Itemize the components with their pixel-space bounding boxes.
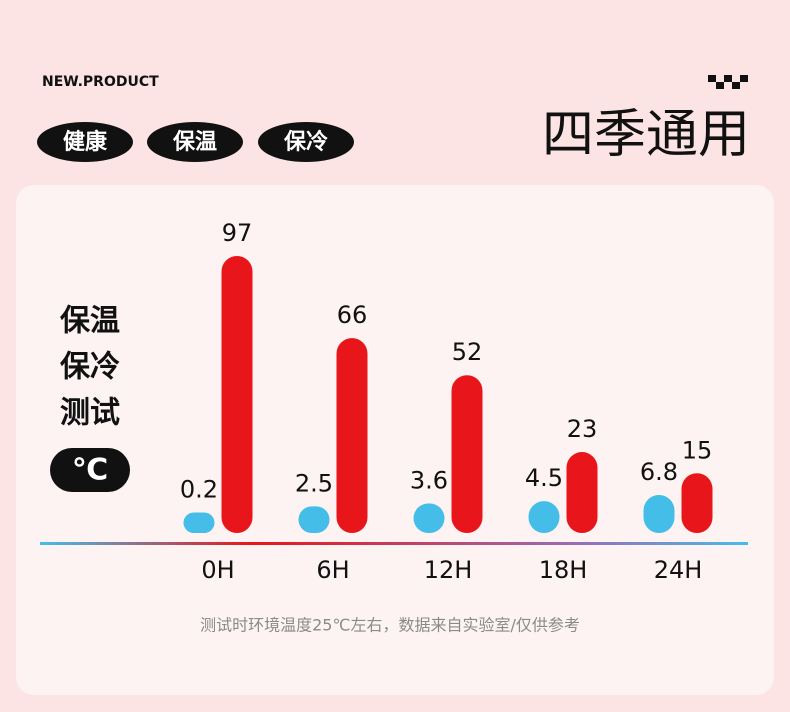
x-tick-label: 6H [316, 556, 349, 584]
value-label: 2.5 [295, 469, 333, 497]
value-label: 4.5 [525, 464, 563, 492]
side-label: 保冷 [60, 350, 120, 385]
bar [528, 501, 560, 533]
value-label: 23 [567, 415, 598, 443]
badge [147, 122, 243, 162]
checker-icon [708, 75, 748, 89]
title: 四季通用 [542, 105, 750, 165]
x-tick-label: 12H [424, 556, 473, 584]
bar [566, 452, 598, 533]
badge-text: 健康 [63, 129, 108, 155]
value-label: 0.2 [180, 475, 218, 503]
bar [413, 503, 445, 533]
badge-text: 保温 [172, 130, 217, 155]
badge-text: 保冷 [283, 129, 328, 155]
value-label: 97 [222, 219, 253, 247]
bar [336, 338, 368, 533]
x-tick-label: 18H [539, 556, 588, 584]
bar [221, 255, 253, 533]
badge [37, 122, 133, 162]
side-label: 测试 [60, 396, 120, 431]
plot: 0H 0.2 97 6H 2.5 66 12H 3.6 52 18H 4.523 24H 6.815 [180, 219, 713, 584]
baseline [40, 542, 748, 545]
bar [643, 494, 675, 533]
card [16, 185, 774, 695]
value-label: 52 [452, 338, 483, 366]
unit-badge [50, 448, 130, 492]
side-label: 保温 [60, 304, 120, 339]
badge [258, 122, 354, 162]
value-label: 15 [682, 436, 713, 464]
x-tick-label: 24H [654, 556, 703, 584]
badges: 健康 保温 保冷 [37, 122, 354, 162]
x-tick-label: 0H [201, 556, 234, 584]
footnote: 测试时环境温度25℃左右，数据来自实验室/仅供参考 [200, 616, 580, 635]
bar [451, 375, 483, 533]
value-label: 3.6 [410, 466, 448, 494]
bar [183, 512, 215, 533]
bar [681, 473, 713, 533]
tag: NEW.PRODUCT [42, 74, 159, 90]
unit-text: ℃ [72, 453, 108, 488]
bar [298, 506, 330, 533]
value-label: 66 [337, 301, 368, 329]
value-label: 6.8 [640, 458, 678, 486]
